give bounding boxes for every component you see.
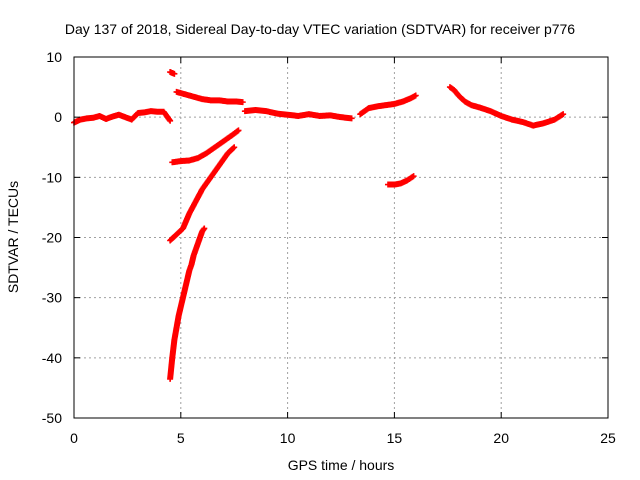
data-point-markers — [167, 144, 238, 244]
x-tick-label: 5 — [177, 430, 185, 446]
series-arc-6 — [173, 88, 246, 106]
series-arc-1 — [71, 108, 174, 126]
data-point-markers — [71, 108, 174, 126]
series-arc-3 — [167, 144, 238, 244]
data-point-markers — [167, 225, 208, 382]
data-point-markers — [446, 84, 567, 129]
x-tick-label: 0 — [70, 430, 78, 446]
axis-layer: 0 5 10 15 20 25 -50 -40 -30 -20 -10 0 10 — [42, 49, 616, 446]
y-tick-label: -20 — [42, 230, 62, 246]
series-arc-4 — [169, 127, 242, 166]
series-arc-10 — [446, 84, 567, 129]
data-point-markers — [173, 88, 246, 106]
series-arc-7 — [241, 106, 355, 122]
data-point-markers — [167, 69, 178, 77]
x-tick-label: 10 — [280, 430, 296, 446]
series-arc-2 — [167, 225, 208, 382]
series-arc-8 — [357, 92, 419, 118]
y-tick-label: -30 — [42, 290, 62, 306]
chart-title: Day 137 of 2018, Sidereal Day-to-day VTE… — [65, 21, 575, 37]
y-tick-label: -40 — [42, 350, 62, 366]
series-arc-5 — [167, 69, 178, 77]
x-tick-label: 20 — [493, 430, 509, 446]
x-tick-label: 25 — [600, 430, 616, 446]
data-point-markers — [169, 127, 242, 166]
x-axis-label: GPS time / hours — [288, 457, 395, 473]
data-point-markers — [384, 173, 417, 188]
y-axis-label: SDTVAR / TECUs — [5, 181, 21, 293]
x-tick-label: 15 — [387, 430, 403, 446]
series-arc-9 — [384, 173, 417, 188]
y-tick-label: -10 — [42, 169, 62, 185]
y-tick-label: -50 — [42, 410, 62, 426]
data-point-markers — [241, 106, 355, 122]
data-point-markers — [357, 92, 419, 118]
y-tick-label: 0 — [54, 109, 62, 125]
points-layer — [71, 69, 567, 382]
y-tick-label: 10 — [46, 49, 62, 65]
